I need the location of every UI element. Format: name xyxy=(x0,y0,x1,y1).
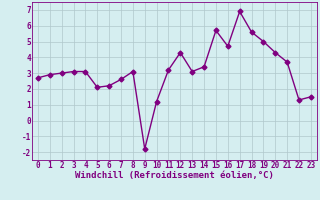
X-axis label: Windchill (Refroidissement éolien,°C): Windchill (Refroidissement éolien,°C) xyxy=(75,171,274,180)
